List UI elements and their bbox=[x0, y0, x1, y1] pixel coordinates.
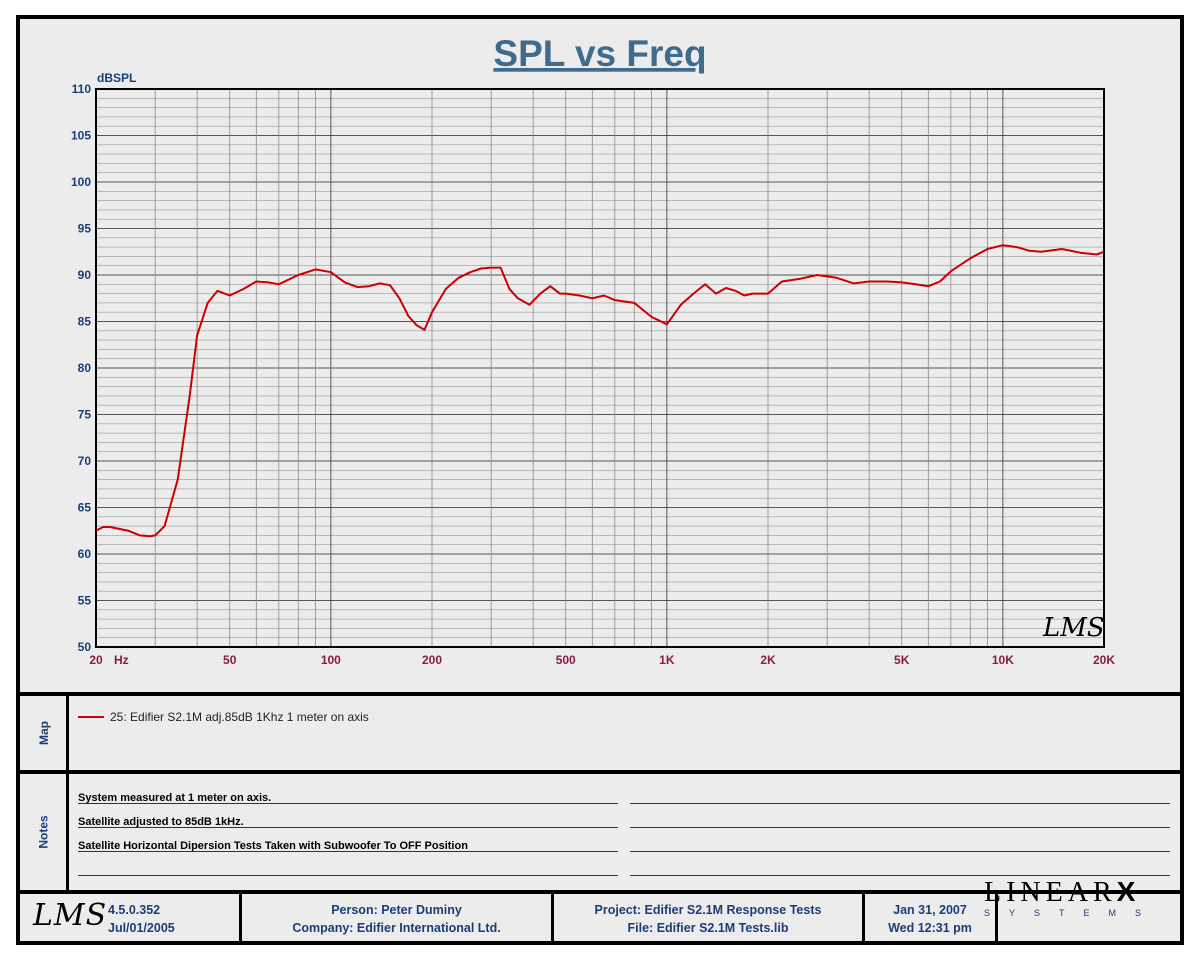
y-tick-label: 60 bbox=[78, 547, 92, 561]
x-tick-label: 50 bbox=[223, 653, 237, 667]
divider-side-labels bbox=[66, 696, 69, 890]
footer-divider bbox=[995, 894, 998, 941]
note-rule bbox=[78, 875, 618, 876]
footer-person: Person: Peter Duminy Company: Edifier In… bbox=[242, 901, 551, 937]
y-tick-label: 105 bbox=[71, 129, 91, 143]
y-tick-label: 95 bbox=[78, 222, 92, 236]
version-date: Jul/01/2005 bbox=[108, 921, 175, 935]
company-name: Company: Edifier International Ltd. bbox=[292, 921, 501, 935]
note-rule bbox=[630, 851, 1170, 852]
note-rule bbox=[630, 803, 1170, 804]
y-tick-label: 80 bbox=[78, 361, 92, 375]
y-tick-label: 70 bbox=[78, 454, 92, 468]
version-number: 4.5.0.352 bbox=[108, 903, 161, 917]
x-tick-label: 20K bbox=[1093, 653, 1115, 667]
x-tick-label: 200 bbox=[422, 653, 442, 667]
y-tick-label: 55 bbox=[78, 594, 92, 608]
divider-map-notes bbox=[20, 770, 1180, 774]
y-tick-label: 75 bbox=[78, 408, 92, 422]
person-name: Person: Peter Duminy bbox=[331, 903, 462, 917]
note-line-3: Satellite Horizontal Dipersion Tests Tak… bbox=[78, 840, 468, 852]
file-name: File: Edifier S2.1M Tests.lib bbox=[627, 921, 789, 935]
x-tick-label: 500 bbox=[556, 653, 576, 667]
brand-sub: SYSTEMS bbox=[984, 908, 1161, 918]
brand-x: X bbox=[1116, 876, 1141, 907]
note-rule bbox=[78, 851, 618, 852]
note-line-2: Satellite adjusted to 85dB 1kHz. bbox=[78, 816, 244, 828]
legend-swatch bbox=[78, 716, 104, 718]
spl-chart: SPL vs Freq dBSPL Hz 50 55 60 65 70 75 80 85 90 9… bbox=[71, 33, 1115, 667]
footer-divider bbox=[239, 894, 242, 941]
time-text: Wed 12:31 pm bbox=[888, 921, 972, 935]
lms-watermark: LMS bbox=[1042, 613, 1105, 643]
lms-logo: LMS bbox=[33, 898, 108, 933]
x-axis-unit-label: Hz bbox=[114, 653, 129, 667]
x-tick-label: 100 bbox=[321, 653, 341, 667]
note-rule bbox=[630, 875, 1170, 876]
y-tick-label: 50 bbox=[78, 640, 92, 654]
notes-side-label: Notes bbox=[37, 815, 51, 849]
note-rule bbox=[630, 827, 1170, 828]
divider-notes-footer bbox=[20, 890, 1180, 894]
project-name: Project: Edifier S2.1M Response Tests bbox=[594, 903, 822, 917]
note-line-1: System measured at 1 meter on axis. bbox=[78, 792, 272, 804]
y-tick-label: 85 bbox=[78, 315, 92, 329]
legend-entry: 25: Edifier S2.1M adj.85dB 1Khz 1 meter … bbox=[78, 710, 369, 724]
chart-title: SPL vs Freq bbox=[493, 33, 706, 74]
footer-divider bbox=[551, 894, 554, 941]
footer-project: Project: Edifier S2.1M Response Tests Fi… bbox=[554, 901, 862, 937]
y-axis-label: dBSPL bbox=[97, 71, 136, 85]
note-rule bbox=[78, 827, 618, 828]
x-tick-label: 20 bbox=[89, 653, 103, 667]
series-line-0 bbox=[95, 244, 1105, 538]
plot-border bbox=[95, 88, 1105, 648]
x-tick-label: 5K bbox=[894, 653, 910, 667]
date-text: Jan 31, 2007 bbox=[893, 903, 967, 917]
legend-label: 25: Edifier S2.1M adj.85dB 1Khz 1 meter … bbox=[110, 710, 369, 724]
footer-divider bbox=[862, 894, 865, 941]
brand-main: LINEAR bbox=[984, 877, 1117, 908]
x-tick-label: 1K bbox=[659, 653, 675, 667]
map-side-label: Map bbox=[37, 721, 51, 745]
footer-date: Jan 31, 2007 Wed 12:31 pm bbox=[865, 901, 995, 937]
divider-chart-map bbox=[20, 692, 1180, 696]
y-tick-label: 110 bbox=[72, 82, 92, 96]
y-tick-label: 90 bbox=[78, 268, 92, 282]
x-tick-label: 10K bbox=[992, 653, 1014, 667]
x-tick-label: 2K bbox=[760, 653, 776, 667]
footer-version: 4.5.0.352 Jul/01/2005 bbox=[108, 901, 175, 937]
y-tick-label: 65 bbox=[78, 501, 92, 515]
linearx-logo: LINEARX SYSTEMS bbox=[984, 878, 1154, 919]
y-tick-label: 100 bbox=[71, 175, 91, 189]
note-rule bbox=[78, 803, 618, 804]
